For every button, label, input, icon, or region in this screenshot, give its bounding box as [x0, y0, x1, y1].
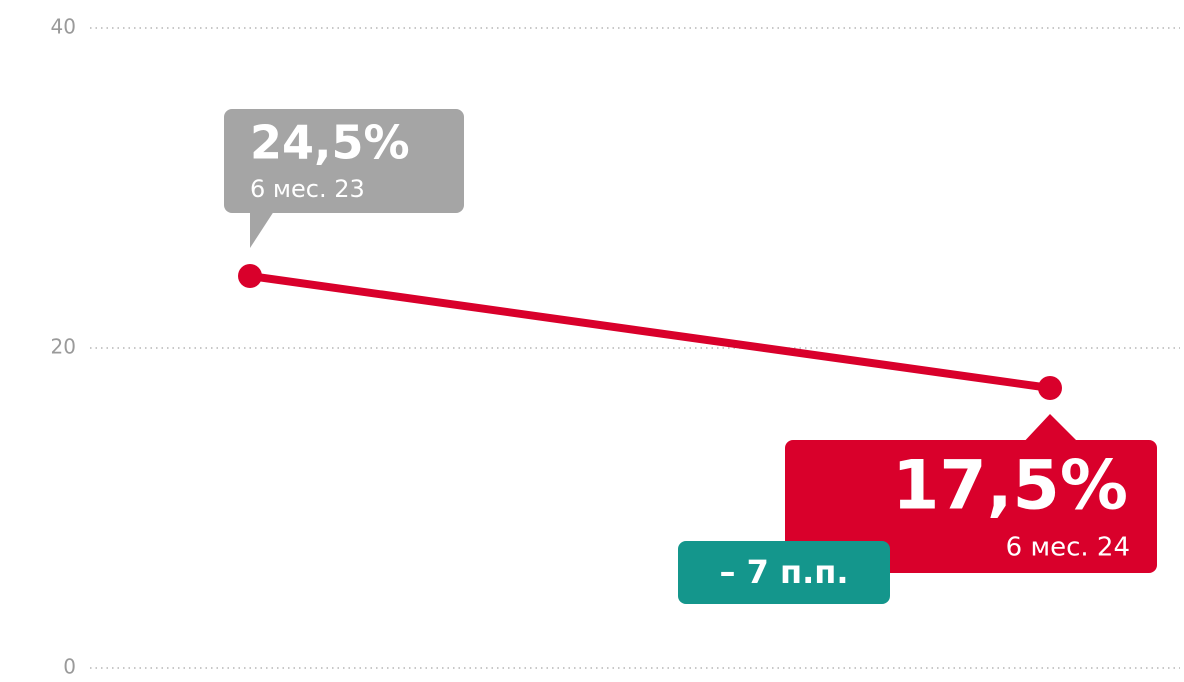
y-tick-label: 20	[51, 335, 76, 359]
point	[1038, 376, 1062, 400]
annotation-box	[678, 541, 890, 604]
callout-box	[224, 109, 464, 213]
annotation: – 7 п.п.	[719, 553, 848, 591]
value-label: 24,5%	[250, 116, 410, 170]
callout-box	[785, 440, 1157, 573]
category-label: 6 мес. 24	[1006, 533, 1130, 563]
y-tick-label: 0	[63, 655, 76, 679]
point	[238, 264, 262, 288]
callout-pointer	[250, 205, 278, 248]
value-label: 17,5%	[892, 447, 1128, 526]
line	[246, 272, 1054, 392]
callout-pointer	[1020, 414, 1082, 446]
y-tick-label: 40	[51, 15, 76, 39]
category-label: 6 мес. 23	[250, 175, 365, 203]
